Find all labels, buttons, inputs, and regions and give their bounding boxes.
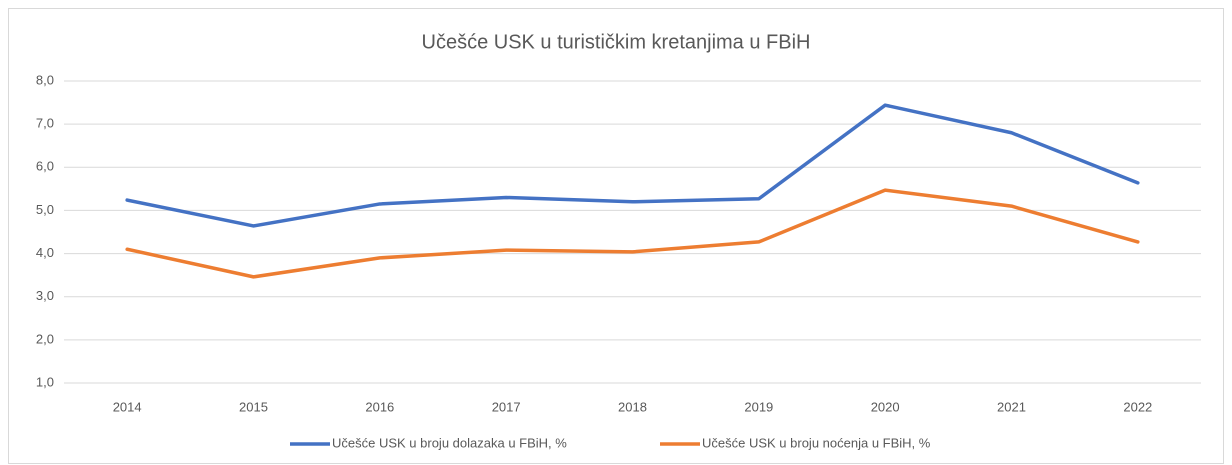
y-tick-label: 5,0	[36, 202, 54, 217]
series-line	[125, 103, 1140, 228]
y-tick-label: 4,0	[36, 245, 54, 260]
x-tick-label: 2018	[618, 399, 647, 414]
y-tick-label: 3,0	[36, 288, 54, 303]
chart-border	[8, 8, 1224, 464]
series-line	[125, 188, 1140, 279]
y-tick-label: 6,0	[36, 159, 54, 174]
x-tick-label: 2014	[113, 399, 142, 414]
x-tick-label: 2022	[1123, 399, 1152, 414]
y-tick-label: 1,0	[36, 374, 54, 389]
x-tick-label: 2016	[365, 399, 394, 414]
y-tick-label: 8,0	[36, 72, 54, 87]
legend-label: Učešće USK u broju dolazaka u FBiH, %	[332, 435, 567, 450]
y-tick-label: 2,0	[36, 331, 54, 346]
y-tick-label: 7,0	[36, 116, 54, 131]
x-tick-label: 2015	[239, 399, 268, 414]
x-tick-label: 2017	[492, 399, 521, 414]
x-tick-label: 2020	[871, 399, 900, 414]
chart-title: Učešće USK u turističkim kretanjima u FB…	[422, 31, 811, 53]
legend-label: Učešće USK u broju noćenja u FBiH, %	[702, 435, 931, 450]
x-tick-label: 2019	[744, 399, 773, 414]
x-tick-label: 2021	[997, 399, 1026, 414]
